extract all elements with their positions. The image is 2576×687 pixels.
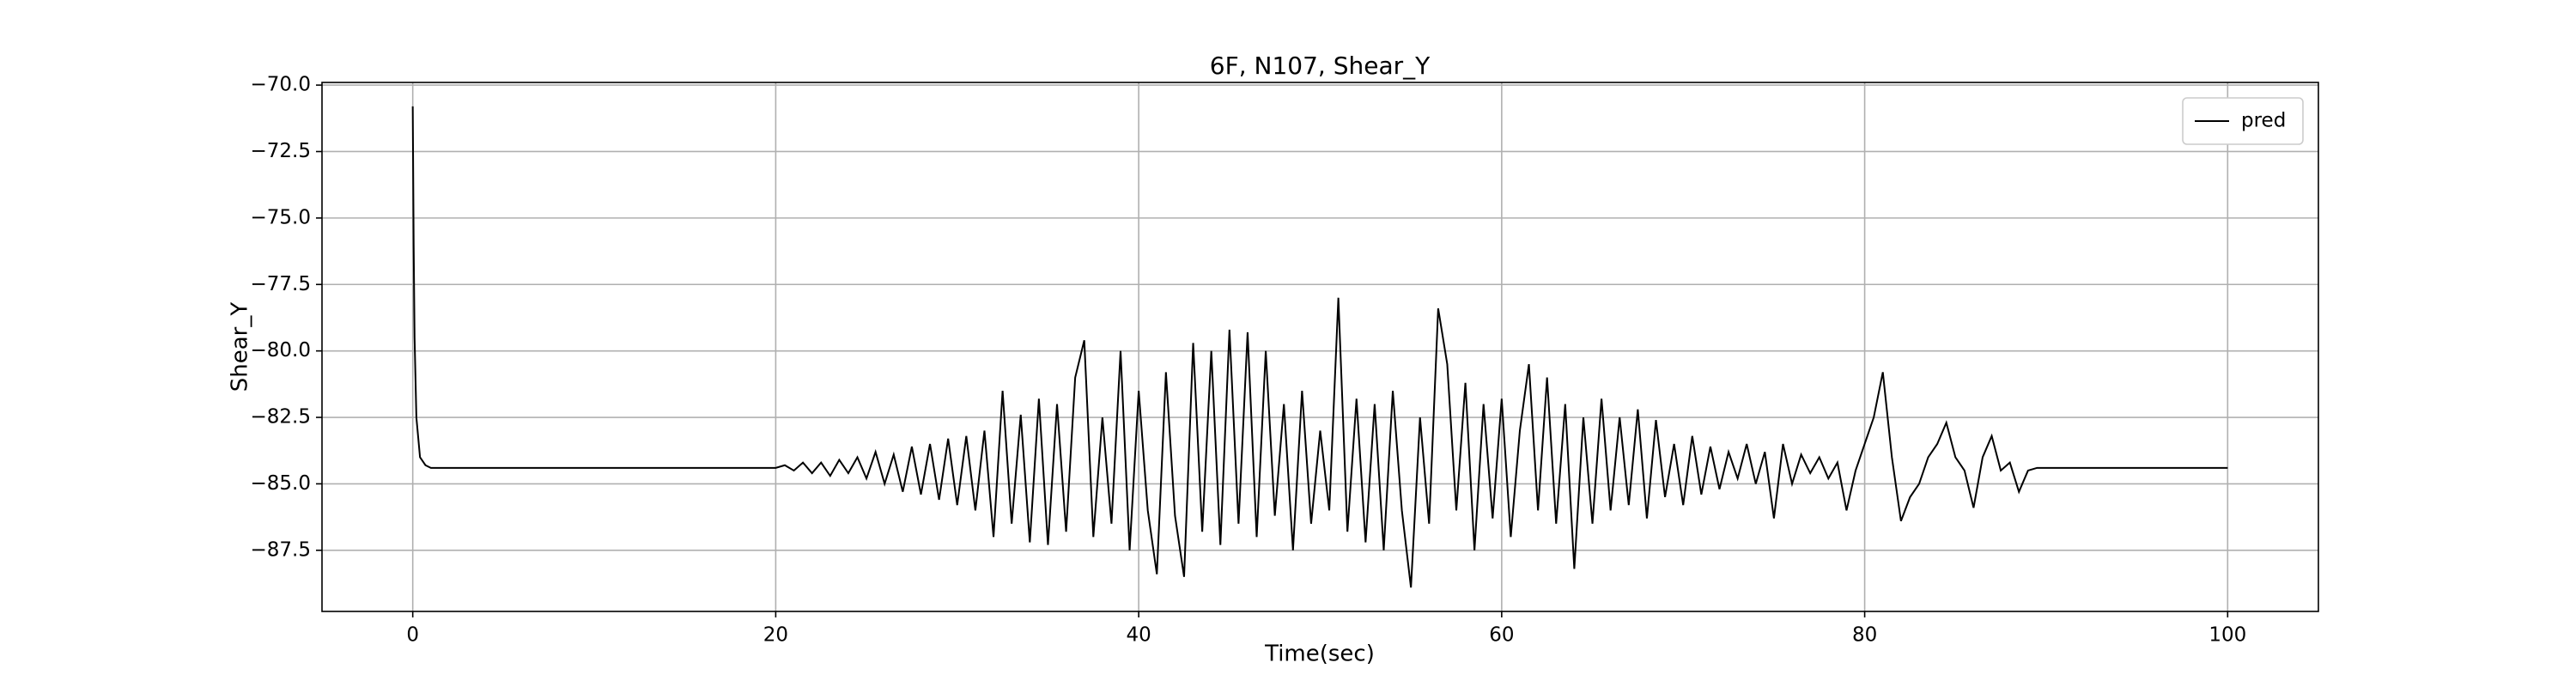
y-tick-label: −75.0 [251,206,311,228]
y-axis-label: Shear_Y [228,302,253,392]
x-tick-label: 20 [763,624,788,647]
y-tick-label: −72.5 [251,140,311,162]
legend-box [2182,97,2304,145]
x-tick-label: 40 [1126,624,1151,647]
chart-title: 6F, N107, Shear_Y [1210,52,1431,80]
legend: pred [2182,97,2304,145]
x-tick-label: 0 [406,624,419,647]
y-tick-label: −70.0 [251,74,311,96]
x-axis-label: Time(sec) [1264,641,1375,667]
plot-frame [321,82,2319,612]
y-tick-label: −82.5 [251,406,311,429]
y-tick-label: −87.5 [251,538,311,561]
y-tick-label: −80.0 [251,339,311,362]
data-line [411,106,2228,588]
x-tick-label: 60 [1489,624,1514,647]
y-tick-label: −85.0 [251,472,311,495]
y-tick-label: −77.5 [251,273,311,295]
x-tick-label: 100 [2208,624,2246,647]
x-tick-label: 80 [1852,624,1877,647]
legend-label: pred [2241,110,2286,132]
